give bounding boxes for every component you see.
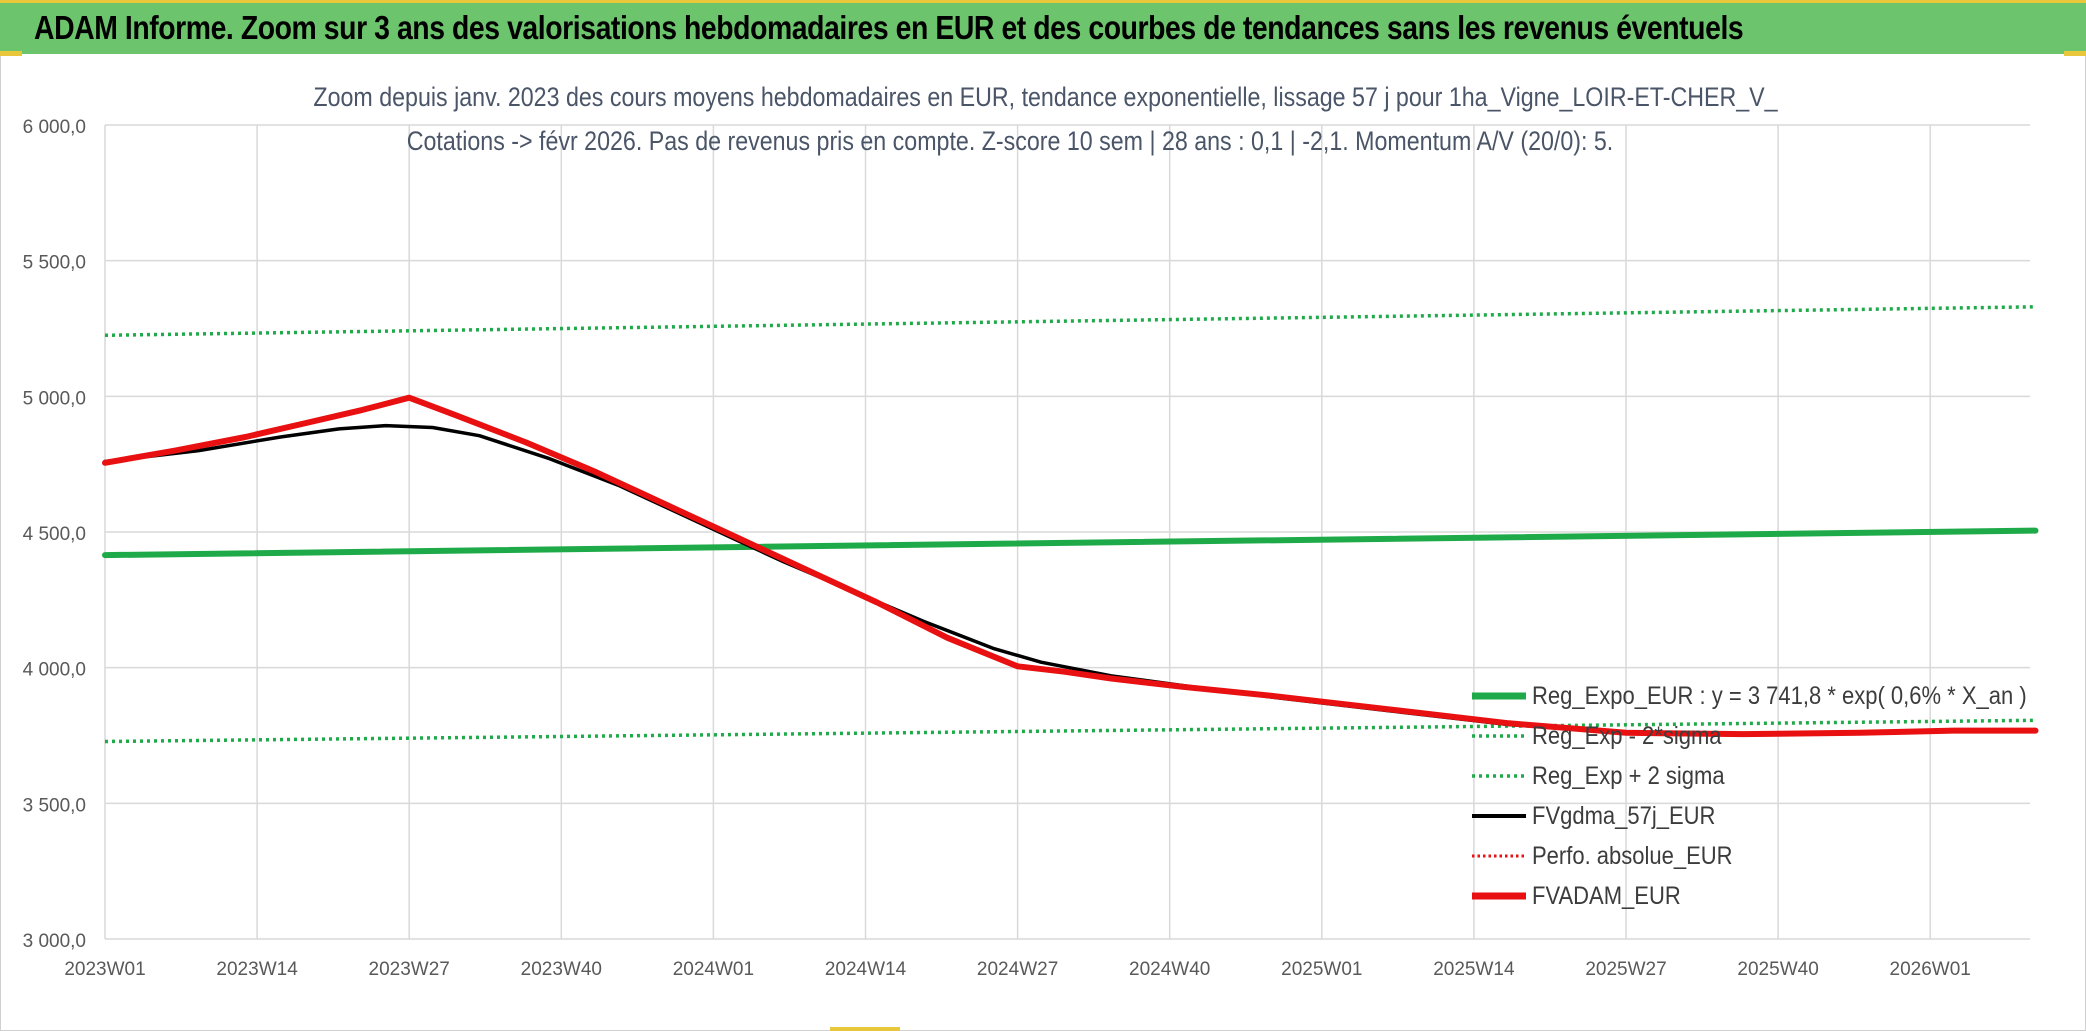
- report-title: ADAM Informe. Zoom sur 3 ans des valoris…: [34, 9, 1744, 46]
- legend-label: FVgdma_57j_EUR: [1532, 801, 1716, 830]
- series-reg-exp-plus-2sigma: [104, 305, 2036, 338]
- x-tick-label: 2026W01: [1890, 959, 1971, 980]
- y-tick-label: 6 000,0: [23, 117, 86, 138]
- y-axis-ticks: 3 000,0 3 500,0 4 000,0 4 500,0 5 000,0 5 500…: [23, 117, 86, 952]
- legend-label: Reg_Exp + 2 sigma: [1532, 761, 1725, 790]
- x-tick-label: 2024W27: [977, 959, 1058, 980]
- chart-legend: Reg_Expo_EUR : y = 3 741,8 * exp( 0,6% *…: [1468, 676, 2068, 916]
- legend-item-perfo-absolue: Perfo. absolue_EUR: [1468, 836, 2068, 876]
- x-tick-label: 2023W40: [521, 959, 602, 980]
- chart-title-line-1: Zoom depuis janv. 2023 des cours moyens …: [313, 82, 1778, 112]
- x-axis-ticks: 2023W01 2023W14 2023W27 2023W40 2024W01 2024W…: [64, 959, 1971, 980]
- y-tick-label: 5 500,0: [23, 253, 86, 274]
- x-tick-label: 2023W01: [64, 959, 145, 980]
- legend-item-fvgdma: FVgdma_57j_EUR: [1468, 796, 2068, 836]
- line-chart: 3 000,0 3 500,0 4 000,0 4 500,0 5 000,0 5 500…: [23, 117, 2039, 980]
- x-tick-label: 2025W27: [1585, 959, 1666, 980]
- x-tick-label: 2024W01: [673, 959, 754, 980]
- x-tick-label: 2024W40: [1129, 959, 1210, 980]
- banner-accent-right: [2064, 51, 2086, 56]
- y-tick-label: 3 000,0: [23, 931, 86, 952]
- legend-swatch-dotted-green: [1468, 756, 1530, 796]
- y-tick-label: 5 000,0: [23, 388, 86, 409]
- legend-label: Reg_Expo_EUR : y = 3 741,8 * exp( 0,6% *…: [1532, 681, 2027, 710]
- legend-label: FVADAM_EUR: [1532, 881, 1681, 910]
- legend-item-reg-exp-minus: Reg_Exp - 2*sigma: [1468, 716, 2068, 756]
- y-tick-label: 4 000,0: [23, 660, 86, 681]
- series-reg-expo-line: [102, 527, 2039, 559]
- x-tick-label: 2024W14: [825, 959, 907, 980]
- legend-item-reg-exp-plus: Reg_Exp + 2 sigma: [1468, 756, 2068, 796]
- legend-item-reg-expo: Reg_Expo_EUR : y = 3 741,8 * exp( 0,6% *…: [1468, 676, 2068, 716]
- x-tick-label: 2023W14: [216, 959, 298, 980]
- legend-item-fvadam: FVADAM_EUR: [1468, 876, 2068, 916]
- series-layer: [102, 305, 2039, 744]
- x-tick-label: 2023W27: [369, 959, 450, 980]
- x-tick-label: 2025W14: [1433, 959, 1515, 980]
- y-tick-label: 3 500,0: [23, 795, 86, 816]
- series-fvadam-line: [102, 394, 2039, 738]
- x-tick-label: 2025W01: [1281, 959, 1362, 980]
- legend-swatch-dotted-red: [1468, 836, 1530, 876]
- legend-swatch-solid-green: [1468, 676, 1530, 716]
- bottom-accent: [830, 1027, 900, 1031]
- chart-title-line-2: Cotations -> févr 2026. Pas de revenus p…: [406, 126, 1614, 156]
- x-tick-label: 2025W40: [1737, 959, 1818, 980]
- report-banner: ADAM Informe. Zoom sur 3 ans des valoris…: [0, 0, 2086, 54]
- legend-swatch-solid-red: [1468, 876, 1530, 916]
- legend-label: Perfo. absolue_EUR: [1532, 841, 1733, 870]
- legend-label: Reg_Exp - 2*sigma: [1532, 721, 1722, 750]
- banner-accent-left: [0, 51, 22, 56]
- legend-swatch-dotted-green: [1468, 716, 1530, 756]
- legend-swatch-solid-black: [1468, 796, 1530, 836]
- y-tick-label: 4 500,0: [23, 524, 86, 545]
